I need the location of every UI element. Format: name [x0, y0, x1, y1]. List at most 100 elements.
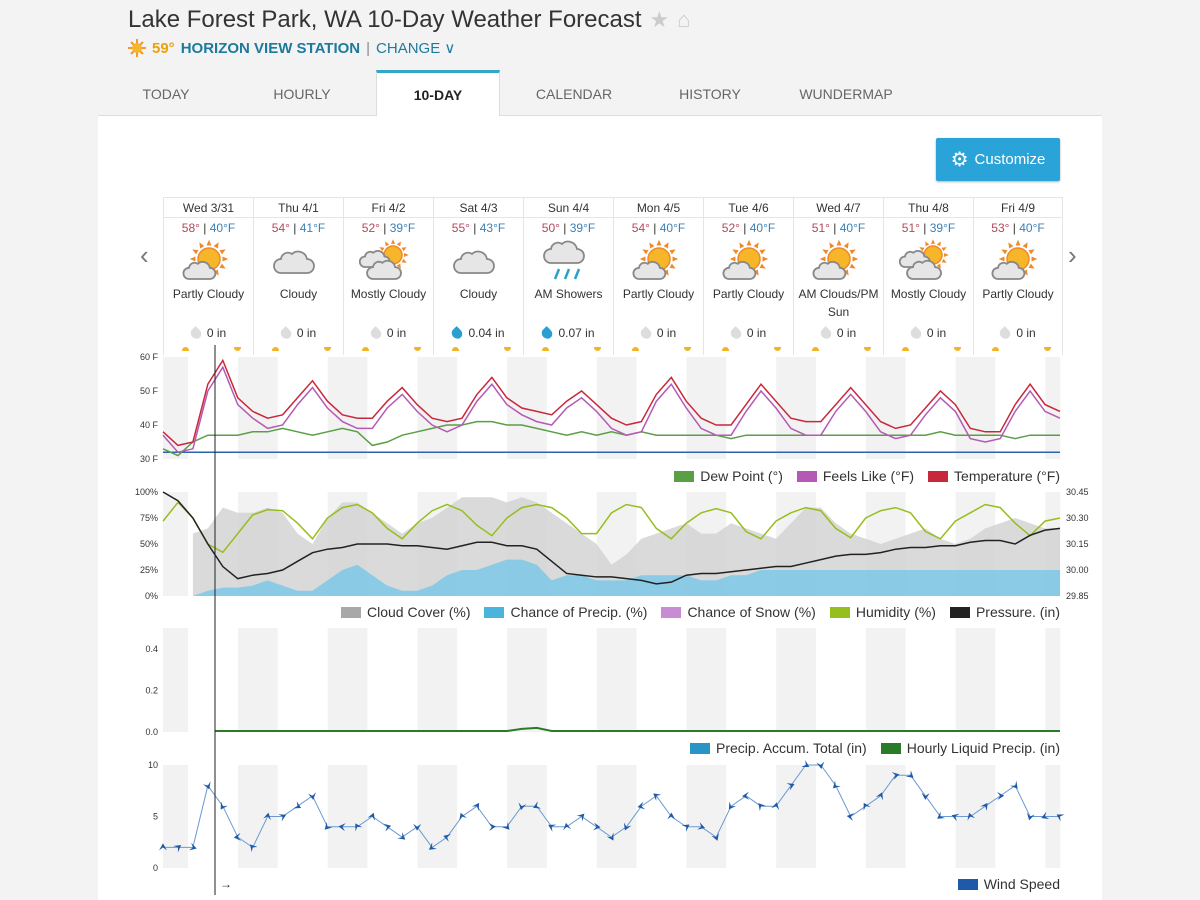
day-column[interactable]: Thu 4/1 54° | 41°F Cloudy 0 in — [253, 198, 343, 355]
mostly-cloudy-icon — [884, 235, 973, 285]
tab-calendar[interactable]: CALENDAR — [535, 86, 613, 102]
precip-amount: 0.04 in — [434, 325, 523, 341]
legend-item[interactable]: Pressure. (in) — [949, 604, 1060, 620]
day-name: Fri 4/2 — [344, 198, 433, 218]
hi-lo: 50° | 39°F — [541, 221, 596, 235]
partly-cloudy-icon — [164, 235, 253, 285]
day-column[interactable]: Sun 4/4 50° | 39°F AM Showers 0.07 in — [523, 198, 613, 355]
raindrop-icon — [818, 325, 834, 341]
low-temp: 39°F — [569, 221, 596, 235]
high-temp: 58° — [181, 221, 200, 235]
star-icon[interactable]: ★ — [649, 7, 670, 32]
home-icon[interactable]: ⌂ — [677, 7, 691, 32]
tab-today[interactable]: TODAY — [142, 86, 190, 102]
hi-lo: 52° | 40°F — [721, 221, 776, 235]
legend-item[interactable]: Hourly Liquid Precip. (in) — [880, 740, 1060, 756]
station-name[interactable]: HORIZON VIEW STATION — [180, 39, 361, 57]
day-name: Thu 4/8 — [884, 198, 973, 218]
sunset-icon — [774, 347, 781, 351]
condition: Mostly Cloudy — [350, 287, 427, 301]
current-temp: 59° — [152, 39, 175, 57]
legend-item[interactable]: Humidity (%) — [829, 604, 936, 620]
legend-item[interactable]: Temperature (°F) — [928, 468, 1060, 484]
low-temp: 41°F — [299, 221, 326, 235]
legend-item[interactable]: Precip. Accum. Total (in) — [690, 740, 867, 756]
legend-label: Cloud Cover (%) — [367, 604, 471, 620]
precip-value: 0 in — [1016, 326, 1036, 340]
legend-swatch — [484, 606, 505, 618]
legend-item[interactable]: Cloud Cover (%) — [341, 604, 470, 620]
day-column[interactable]: Sat 4/3 55° | 43°F Cloudy 0.04 in — [433, 198, 523, 355]
hi-lo: 51° | 39°F — [901, 221, 956, 235]
day-name: Wed 4/7 — [794, 198, 883, 218]
sunrise-icon — [542, 347, 549, 351]
title-text: Lake Forest Park, WA 10-Day Weather Fore… — [128, 6, 642, 33]
sunset-icon — [594, 347, 601, 351]
legend-item[interactable]: Wind Speed — [957, 876, 1060, 892]
day-name: Tue 4/6 — [704, 198, 793, 218]
day-column[interactable]: Mon 4/5 54° | 40°F Partly Cloudy 0 in — [613, 198, 703, 355]
precip-value: 0.07 in — [558, 326, 595, 340]
legend-label: Temperature (°F) — [954, 468, 1060, 484]
day-column[interactable]: Fri 4/2 52° | 39°F Mostly Cloudy 0 in — [343, 198, 433, 355]
sunrise-icon — [362, 347, 369, 351]
cloudy-icon — [254, 235, 343, 285]
tab-hourly[interactable]: HOURLY — [273, 86, 331, 102]
precip-amount: 0 in — [704, 325, 793, 341]
precip-value: 0.04 in — [468, 326, 505, 340]
sunrise-icon — [272, 347, 279, 351]
precip-value: 0 in — [656, 326, 677, 340]
low-temp: 39°F — [929, 221, 956, 235]
high-temp: 54° — [271, 221, 290, 235]
legend-swatch — [674, 470, 695, 482]
day-name: Fri 4/9 — [974, 198, 1062, 218]
day-column[interactable]: Wed 4/7 51° | 40°F AM Clouds/PM Sun 0 in — [793, 198, 883, 355]
sunrise-icon — [992, 347, 999, 351]
day-name: Sat 4/3 — [434, 198, 523, 218]
condition: Partly Cloudy — [172, 287, 245, 301]
tab-wundermap[interactable]: WUNDERMAP — [799, 86, 893, 102]
rain-icon — [524, 235, 613, 285]
legend-swatch — [928, 470, 949, 482]
raindrop-icon — [368, 325, 384, 341]
day-column[interactable]: Tue 4/6 52° | 40°F Partly Cloudy 0 in — [703, 198, 793, 355]
high-temp: 52° — [361, 221, 380, 235]
tab-10-day[interactable]: 10-DAY — [376, 70, 500, 117]
precip-amount: 0 in — [614, 325, 703, 341]
legend-label: Hourly Liquid Precip. (in) — [906, 740, 1060, 756]
partly-cloudy-icon — [794, 235, 883, 285]
legend-item[interactable]: Chance of Snow (%) — [661, 604, 816, 620]
low-temp: 40°F — [1019, 221, 1045, 235]
precip-value: 0 in — [926, 326, 947, 340]
hi-lo: 51° | 40°F — [811, 221, 866, 235]
prev-arrow-icon[interactable]: ‹ — [140, 240, 149, 270]
customize-button[interactable]: ⚙ Customize — [936, 138, 1060, 181]
page-header: Lake Forest Park, WA 10-Day Weather Fore… — [0, 0, 1200, 117]
precip-amount: 0 in — [254, 325, 343, 341]
precip-amount: 0 in — [344, 325, 433, 341]
legend-item[interactable]: Feels Like (°F) — [796, 468, 914, 484]
sunrise-icon — [722, 347, 729, 351]
legend-swatch — [341, 606, 361, 618]
legend-label: Chance of Precip. (%) — [510, 604, 648, 620]
legend-label: Dew Point (°) — [700, 468, 783, 484]
sunrise-icon — [812, 347, 819, 351]
low-temp: 40°F — [209, 221, 236, 235]
legend-swatch — [796, 470, 817, 482]
customize-label: Customize — [974, 151, 1046, 168]
legend-item[interactable]: Dew Point (°) — [674, 468, 783, 484]
condition: Mostly Cloudy — [890, 287, 967, 301]
sunset-icon — [504, 347, 511, 351]
next-arrow-icon[interactable]: › — [1068, 240, 1077, 270]
high-temp: 53° — [991, 221, 1010, 235]
chevron-down-icon: ∨ — [444, 40, 456, 57]
tab-history[interactable]: HISTORY — [679, 86, 741, 102]
day-name: Mon 4/5 — [614, 198, 703, 218]
change-station-button[interactable]: CHANGE ∨ — [376, 39, 455, 57]
day-column[interactable]: Fri 4/9 53° | 40°F Partly Cloudy 0 in — [973, 198, 1063, 355]
day-column[interactable]: Thu 4/8 51° | 39°F Mostly Cloudy 0 in — [883, 198, 973, 355]
high-temp: 55° — [451, 221, 470, 235]
tab-bar: TODAY HOURLY 10-DAY CALENDAR HISTORY WUNDERMA… — [98, 70, 1102, 117]
day-column[interactable]: Wed 3/31 58° | 40°F Partly Cloudy 0 in — [163, 198, 253, 355]
legend-item[interactable]: Chance of Precip. (%) — [484, 604, 647, 620]
